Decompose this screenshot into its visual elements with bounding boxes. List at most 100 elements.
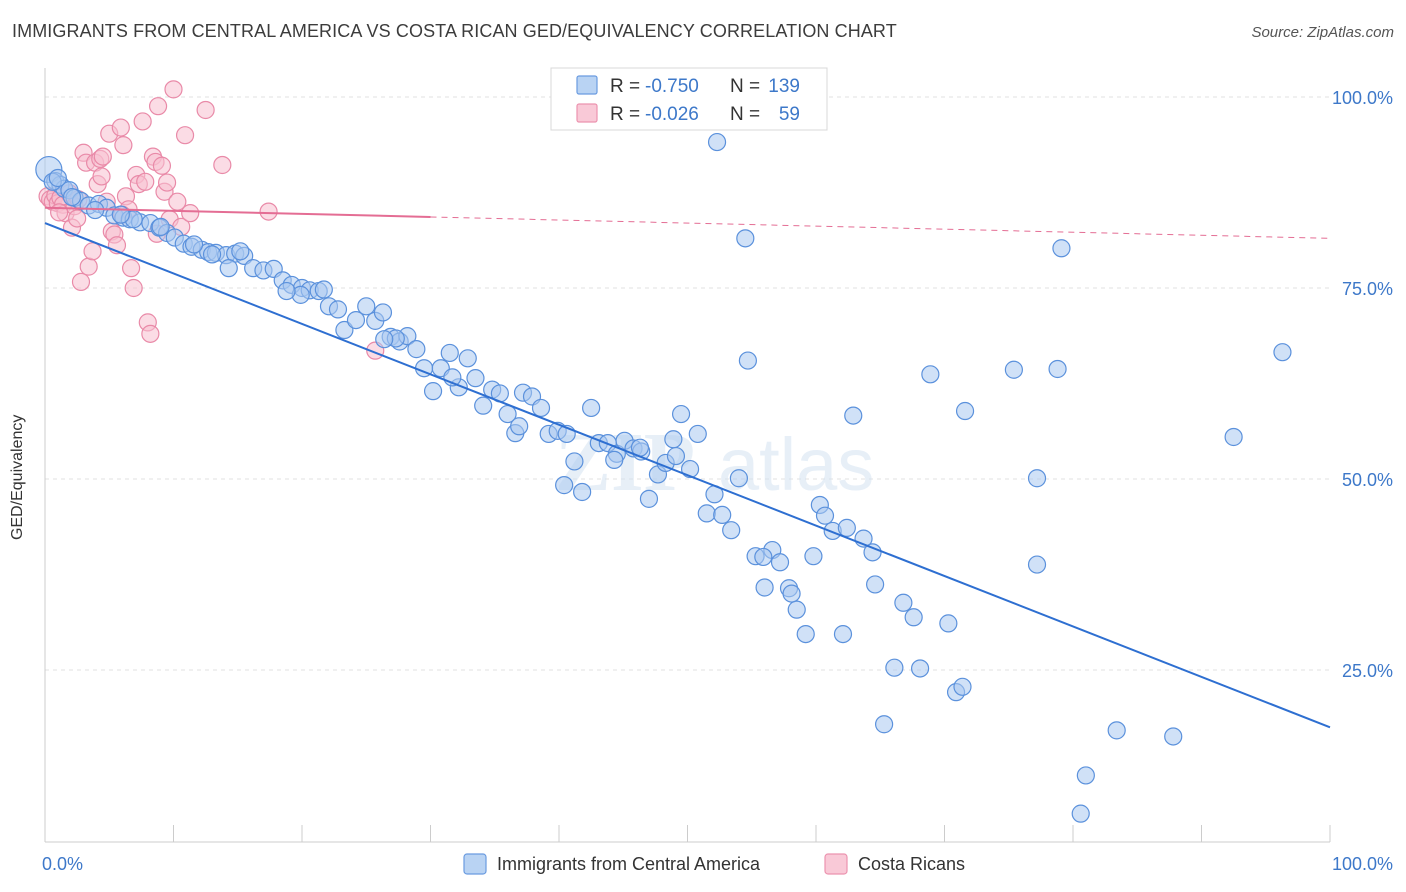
data-point — [423, 382, 443, 401]
data-point — [474, 396, 493, 415]
data-point — [510, 417, 529, 436]
data-point — [804, 547, 823, 566]
data-point — [707, 132, 727, 152]
trend-line-costa-ricans — [44, 206, 431, 218]
y-tick-label: 50.0% — [1342, 470, 1393, 490]
bottom-legend-label-1: Immigrants from Central America — [497, 854, 761, 874]
data-point — [688, 424, 707, 444]
data-point — [277, 281, 296, 301]
data-point — [231, 242, 250, 261]
legend-n-label-1: N = — [730, 76, 760, 97]
data-point — [62, 187, 82, 207]
trend-line-central-america — [44, 222, 1331, 729]
data-point — [866, 575, 885, 594]
data-point — [754, 547, 773, 567]
data-point — [729, 469, 749, 488]
legend-n-value-2: 59 — [779, 104, 800, 125]
trend-lines — [44, 206, 1331, 729]
data-point — [1224, 427, 1243, 447]
data-point — [904, 608, 923, 627]
data-point — [953, 677, 972, 696]
data-point — [837, 518, 856, 537]
data-point — [407, 340, 426, 359]
data-point — [680, 459, 700, 479]
data-point — [1052, 239, 1071, 258]
data-point — [1107, 721, 1126, 740]
data-point — [639, 489, 659, 508]
trend-line-costa-ricans-extrapolated — [430, 216, 1331, 239]
gridlines — [45, 96, 1330, 671]
data-point — [736, 229, 755, 248]
data-point — [133, 112, 152, 131]
data-point — [314, 280, 333, 299]
data-point — [671, 404, 691, 424]
series-central-america — [35, 132, 1292, 823]
data-point — [664, 430, 683, 449]
bottom-legend-label-2: Costa Ricans — [858, 854, 965, 874]
y-tick-label: 75.0% — [1342, 279, 1393, 299]
data-point — [755, 578, 774, 597]
bottom-legend-swatch-pink — [824, 853, 848, 875]
data-point — [111, 118, 130, 137]
legend-r-value-2: -0.026 — [645, 104, 699, 125]
data-point — [844, 406, 863, 425]
data-point — [157, 173, 177, 192]
correlation-legend: R = -0.750 N = 139 R = -0.026 N = 59 — [550, 67, 828, 131]
data-point — [259, 202, 278, 221]
bottom-legend-swatch-blue — [463, 853, 487, 875]
source-label: Source: ZipAtlas.com — [1251, 24, 1394, 41]
data-point — [335, 320, 354, 340]
data-point — [50, 203, 69, 222]
x-tick-label-min: 0.0% — [42, 854, 83, 874]
data-point — [346, 310, 366, 330]
data-point — [910, 659, 930, 678]
data-point — [885, 658, 904, 677]
data-point — [152, 156, 172, 175]
data-point — [357, 297, 376, 316]
data-point — [458, 349, 477, 368]
data-point — [1048, 359, 1067, 379]
data-point — [121, 259, 141, 278]
data-point — [955, 401, 975, 421]
data-point — [565, 452, 584, 471]
legend-r-label-2: R = — [610, 104, 640, 125]
data-point — [1273, 343, 1292, 362]
series-legend: Immigrants from Central America Costa Ri… — [463, 853, 965, 875]
watermark-atlas: atlas — [718, 423, 874, 506]
data-point — [48, 168, 67, 188]
data-point — [71, 272, 91, 291]
tick-labels: 25.0% 50.0% 75.0% 100.0% 0.0% 100.0% — [42, 88, 1393, 874]
y-tick-label: 100.0% — [1332, 88, 1393, 108]
data-point — [815, 506, 835, 525]
data-point — [697, 504, 716, 523]
data-point — [782, 584, 801, 603]
data-point — [328, 300, 348, 319]
data-point — [202, 245, 222, 264]
chart-title: IMMIGRANTS FROM CENTRAL AMERICA VS COSTA… — [12, 21, 897, 41]
data-point — [738, 351, 757, 370]
data-point — [582, 398, 601, 418]
data-point — [136, 172, 155, 191]
data-point — [796, 624, 815, 644]
data-point — [373, 303, 393, 322]
legend-swatch-blue — [576, 75, 598, 95]
data-point — [124, 278, 143, 298]
data-point — [68, 209, 87, 228]
data-point — [713, 505, 732, 525]
data-point — [181, 204, 200, 223]
data-point — [79, 257, 98, 276]
legend-r-value-1: -0.750 — [645, 76, 699, 97]
data-point — [440, 343, 459, 363]
data-point — [141, 324, 160, 343]
data-point — [1027, 469, 1047, 488]
legend-n-label-2: N = — [730, 104, 760, 125]
data-point — [939, 614, 958, 633]
legend-n-value-1: 139 — [768, 76, 800, 97]
data-point — [1164, 727, 1183, 746]
data-point — [605, 450, 624, 469]
legend-r-label-1: R = — [610, 76, 640, 97]
data-point — [375, 330, 394, 349]
data-point — [787, 600, 806, 619]
data-point — [1027, 555, 1047, 574]
data-point — [83, 242, 102, 261]
